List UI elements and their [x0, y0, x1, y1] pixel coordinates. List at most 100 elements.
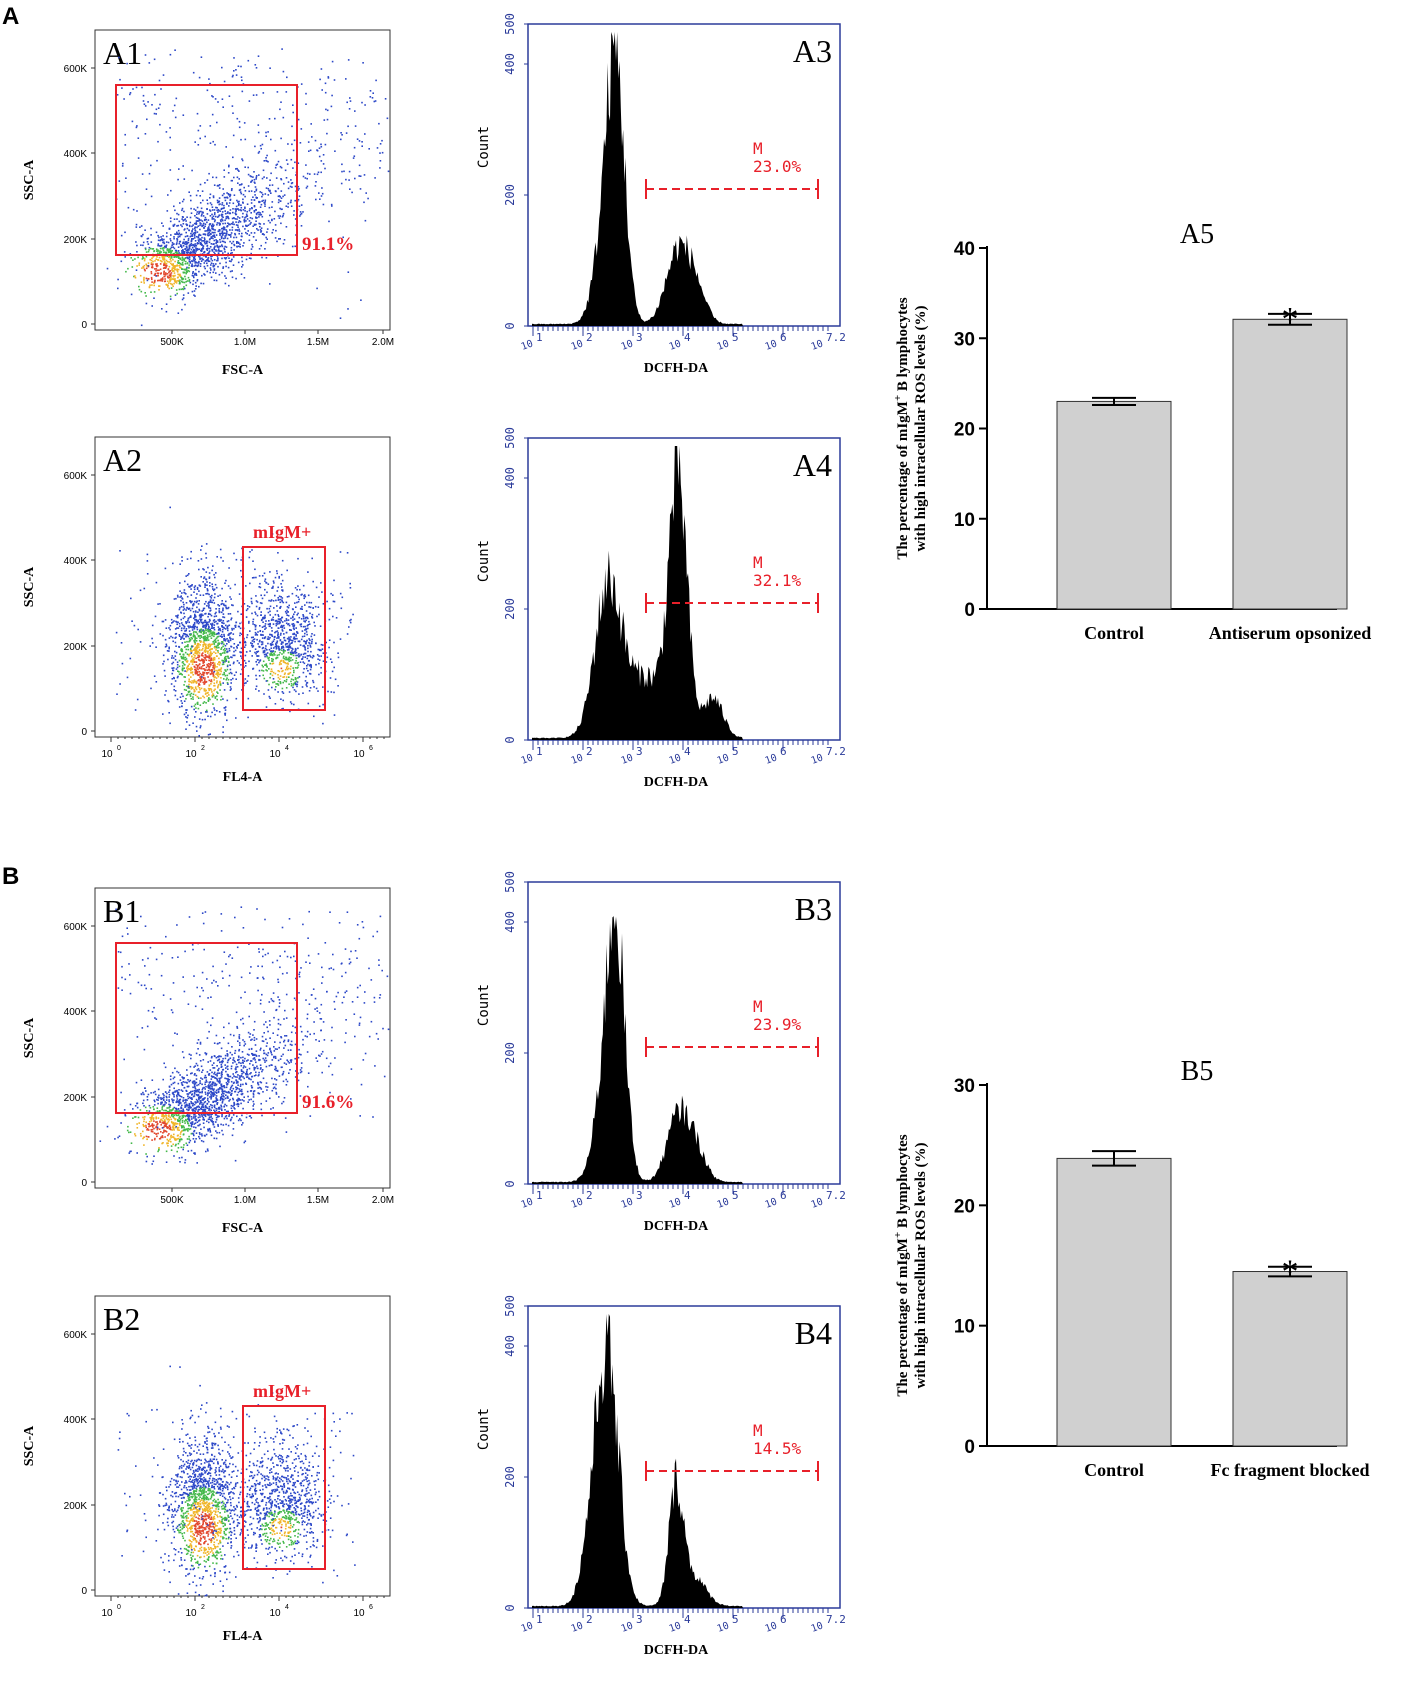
event-dot	[169, 262, 172, 265]
event-dot	[307, 571, 309, 573]
event-dot	[184, 271, 186, 274]
event-dot	[201, 225, 203, 228]
event-dot	[261, 143, 264, 146]
event-dot	[230, 246, 233, 249]
event-dot	[129, 657, 132, 660]
event-dot	[311, 613, 314, 616]
event-dot	[198, 600, 200, 602]
event-dot	[216, 259, 218, 262]
event-dot	[187, 292, 190, 294]
event-dot	[304, 621, 306, 623]
event-dot	[347, 308, 349, 310]
event-dot	[278, 663, 281, 666]
event-dot	[294, 587, 297, 589]
event-dot	[328, 639, 331, 641]
event-dot	[310, 601, 313, 604]
event-dot	[209, 215, 212, 217]
event-dot	[272, 623, 275, 625]
event-dot	[198, 631, 201, 633]
event-dot	[120, 260, 123, 263]
event-dot	[206, 1120, 208, 1123]
event-dot	[202, 671, 204, 674]
event-dot	[241, 159, 244, 162]
event-dot	[177, 1108, 180, 1110]
event-dot	[242, 1083, 244, 1086]
event-dot	[134, 275, 136, 277]
event-dot	[212, 666, 214, 669]
section-label-a: A	[2, 3, 19, 30]
event-dot	[358, 140, 361, 142]
event-dot	[223, 248, 226, 251]
event-dot	[211, 585, 214, 588]
event-dot	[265, 135, 267, 137]
event-dot	[230, 189, 233, 192]
event-dot	[162, 267, 165, 269]
event-dot	[199, 637, 201, 639]
event-dot	[205, 240, 207, 243]
event-dot	[307, 670, 309, 672]
event-dot	[206, 89, 209, 92]
event-dot	[230, 252, 232, 255]
event-dot	[255, 223, 257, 226]
event-dot	[282, 1100, 285, 1103]
event-dot	[136, 125, 138, 127]
event-dot	[287, 667, 290, 670]
event-dot	[169, 275, 172, 277]
event-dot	[310, 123, 312, 125]
event-dot	[171, 263, 173, 266]
event-dot	[229, 686, 232, 688]
event-dot	[337, 652, 339, 654]
event-dot	[202, 240, 205, 242]
event-dot	[200, 576, 202, 578]
event-dot	[198, 285, 200, 288]
event-dot	[207, 247, 209, 250]
event-dot	[288, 636, 290, 639]
event-dot	[178, 242, 181, 245]
event-dot	[195, 272, 197, 275]
event-dot	[180, 655, 182, 658]
event-dot	[280, 624, 283, 627]
event-dot	[206, 637, 209, 640]
event-dot	[322, 163, 325, 165]
event-dot	[198, 255, 200, 258]
event-dot	[212, 565, 214, 567]
event-dot	[202, 668, 204, 670]
event-dot	[199, 613, 202, 616]
event-dot	[247, 224, 250, 226]
events-layer	[106, 48, 390, 327]
event-dot	[272, 619, 275, 621]
event-dot	[178, 659, 181, 662]
event-dot	[190, 1057, 192, 1060]
event-dot	[198, 646, 200, 648]
event-dot	[176, 225, 178, 227]
event-dot	[309, 673, 312, 675]
event-dot	[332, 615, 334, 618]
y-tick-label: 600K	[64, 64, 88, 75]
event-dot	[151, 266, 154, 269]
event-dot	[198, 1069, 201, 1072]
event-dot	[260, 244, 262, 247]
event-dot	[208, 606, 210, 609]
event-dot	[241, 158, 243, 160]
event-dot	[198, 687, 201, 689]
event-dot	[233, 552, 235, 555]
event-dot	[209, 142, 212, 144]
event-dot	[275, 599, 277, 602]
event-dot	[285, 631, 288, 634]
event-dot	[255, 216, 257, 218]
event-dot	[190, 585, 193, 587]
event-dot	[199, 234, 202, 236]
event-dot	[181, 624, 184, 626]
event-dot	[186, 666, 189, 668]
event-dot	[300, 625, 302, 628]
event-dot	[167, 241, 170, 244]
event-dot	[189, 648, 192, 651]
event-dot	[164, 638, 167, 641]
event-dot	[178, 634, 181, 636]
event-dot	[272, 678, 275, 680]
event-dot	[267, 1052, 270, 1054]
event-dot	[272, 616, 274, 619]
event-dot	[220, 670, 222, 673]
event-dot	[214, 215, 217, 218]
event-dot	[252, 667, 255, 670]
